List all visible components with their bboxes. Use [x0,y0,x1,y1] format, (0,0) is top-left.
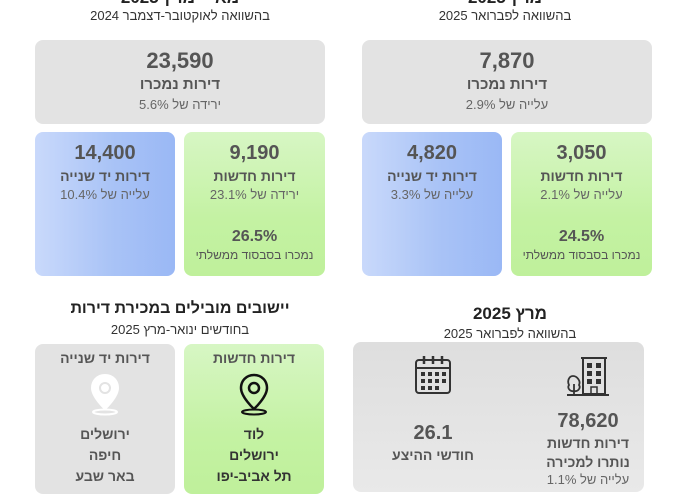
cities-new-2: ירושלים [229,447,279,463]
left-second-hand-change: עלייה של 10.4% [60,187,150,202]
left-total-change: ירידה של 5.6% [139,97,221,112]
left-new-card: 9,190 דירות חדשות ירידה של 23.1% 26.5% נ… [184,132,325,276]
left-new-value: 9,190 [229,142,280,164]
right-section-title: מרץ 2025 [430,0,580,8]
right-total-change: עלייה של 2.9% [465,97,549,112]
right-second-hand-value: 4,820 [406,142,458,164]
left-second-hand-card: 14,400 דירות יד שנייה עלייה של 10.4% [35,132,175,276]
left-second-hand-label: דירות יד שנייה [60,168,150,184]
cities-new-3: תל אביב-יפו [216,468,292,484]
right-total-value: 7,870 [479,48,535,73]
location-pin-icon [90,373,120,416]
inventory-unsold-label-1: דירות חדשות [546,435,630,451]
inventory-unsold-change: עלייה של 1.1% [546,472,630,487]
left-section-subtitle: בהשוואה לאוקטובר-דצמבר 2024 [90,8,270,23]
left-new-gov-pct: 26.5% [231,228,278,245]
left-new-label: דירות חדשות [213,168,296,184]
right-new-label: דירות חדשות [540,168,623,184]
location-pin-icon [239,373,269,416]
right-second-hand-card: 4,820 דירות יד שנייה עלייה של 3.3% [362,132,502,276]
cities-new-card: דירות חדשות לוד ירושלים תל אביב-יפו [184,344,324,494]
right-new-gov-pct: 24.5% [558,228,605,245]
cities-title: יישובים מובילים במכירת דירות [70,300,290,317]
cities-second-hand-2: חיפה [88,447,122,463]
right-second-hand-change: עלייה של 3.3% [390,187,474,202]
inventory-card: 26.1 חודשי ההיצע 78,620 דירות חדשות נותר… [353,342,644,492]
inventory-title: מרץ 2025 [472,304,548,323]
right-new-card: 3,050 דירות חדשות עלייה של 2.1% 24.5% נמ… [511,132,652,276]
inventory-unsold-label-2: נותרו למכירה [546,454,630,470]
right-second-hand-label: דירות יד שנייה [387,168,477,184]
left-new-gov-label: נמכרו בסבסוד ממשלתי [195,248,314,262]
left-section-title: מאי - מרץ 2025 [80,0,280,8]
right-total-card: 7,870 דירות נמכרו עלייה של 2.9% [362,40,652,124]
right-section-subtitle: בהשוואה לפברואר 2025 [438,8,572,23]
cities-second-hand-label: דירות יד שנייה [60,350,150,366]
buildings-icon [567,357,609,396]
cities-second-hand-1: ירושלים [80,426,130,442]
right-new-value: 3,050 [556,142,607,164]
cities-new-1: לוד [243,426,265,442]
left-total-value: 23,590 [146,48,214,73]
inventory-unsold-value: 78,620 [557,410,619,432]
left-total-card: 23,590 דירות נמכרו ירידה של 5.6% [35,40,325,124]
inventory-subtitle: בהשוואה לפברואר 2025 [443,326,577,341]
calendar-icon [415,356,451,394]
cities-second-hand-3: באר שבע [75,468,135,484]
cities-new-label: דירות חדשות [212,350,296,366]
left-second-hand-value: 14,400 [74,142,136,164]
right-total-label: דירות נמכרו [466,76,548,93]
cities-subtitle: בחודשים ינואר-מרץ 2025 [110,322,250,337]
left-total-label: דירות נמכרו [139,76,221,93]
cities-second-hand-card: דירות יד שנייה ירושלים חיפה באר שבע [35,344,175,494]
inventory-months-value: 26.1 [413,422,453,444]
right-new-change: עלייה של 2.1% [540,187,623,202]
right-new-gov-label: נמכרו בסבסוד ממשלתי [522,248,641,262]
inventory-months-label: חודשי ההיצע [392,447,474,463]
left-new-change: ירידה של 23.1% [209,187,300,202]
